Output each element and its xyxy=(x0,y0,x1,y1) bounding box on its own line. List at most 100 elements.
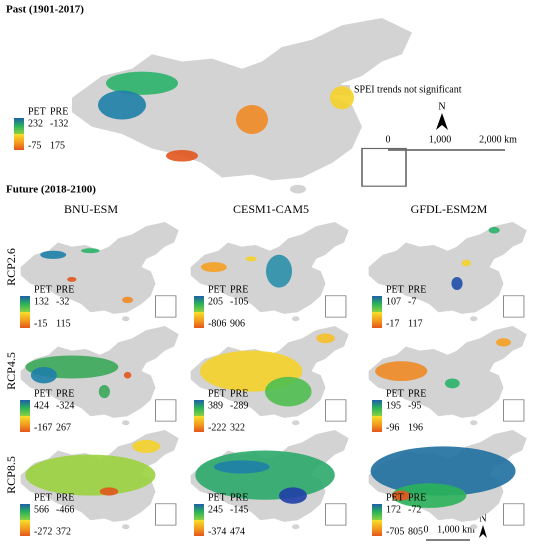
legend-value: 389 xyxy=(208,400,223,411)
legend-gradient xyxy=(194,312,204,328)
map xyxy=(72,18,412,194)
scale-label: 0 xyxy=(424,524,429,535)
legend-gradient xyxy=(194,504,204,520)
north-label: N xyxy=(438,101,445,112)
trend-region xyxy=(30,367,57,384)
scale-label: 0 xyxy=(386,134,391,145)
legend-gradient xyxy=(14,118,24,134)
hainan xyxy=(292,420,300,426)
legend-value: -289 xyxy=(230,400,248,411)
legend-value: 232 xyxy=(28,118,43,129)
legend-value: -17 xyxy=(386,318,399,329)
legend-gradient xyxy=(372,400,382,416)
legend-header: PET xyxy=(208,388,226,399)
hainan xyxy=(292,524,300,530)
legend-value: -167 xyxy=(34,422,52,433)
trend-region xyxy=(279,487,307,504)
hainan xyxy=(470,420,478,426)
inset-box xyxy=(503,503,525,526)
legend-value: 107 xyxy=(386,296,401,307)
trend-region xyxy=(132,439,161,453)
trend-region xyxy=(444,378,460,389)
hainan xyxy=(122,420,130,426)
legend-gradient xyxy=(20,296,30,312)
legend-value: -145 xyxy=(230,504,248,515)
legend-gradient xyxy=(372,312,382,328)
legend-value: -96 xyxy=(386,422,399,433)
legend-value: 267 xyxy=(56,422,71,433)
trend-region xyxy=(375,361,428,381)
legend-header: PET xyxy=(386,492,404,503)
legend-value: -7 xyxy=(408,296,416,307)
legend-header: PET xyxy=(34,388,52,399)
map xyxy=(190,222,349,322)
hainan xyxy=(122,524,130,530)
legend-value: -705 xyxy=(386,526,404,537)
legend-value: -324 xyxy=(56,400,74,411)
legend-value: -806 xyxy=(208,318,226,329)
legend-value: 474 xyxy=(230,526,245,537)
legend-gradient xyxy=(372,504,382,520)
legend-gradient xyxy=(20,520,30,536)
trend-region xyxy=(265,376,312,407)
legend-gradient xyxy=(20,400,30,416)
legend-gradient xyxy=(20,504,30,520)
trend-region xyxy=(451,276,463,291)
legend-gradient xyxy=(194,296,204,312)
map xyxy=(20,326,179,426)
north-arrow xyxy=(479,525,487,538)
trend-region xyxy=(488,226,500,234)
legend-value: 117 xyxy=(408,318,423,329)
trend-region xyxy=(99,487,119,496)
legend-value: 195 xyxy=(386,400,401,411)
legend-value: -222 xyxy=(208,422,226,433)
legend-value: -272 xyxy=(34,526,52,537)
inset-box xyxy=(325,503,347,526)
legend-header: PRE xyxy=(230,284,248,295)
past-title: Past (1901-2017) xyxy=(6,4,84,16)
legend-gradient xyxy=(372,296,382,312)
trend-region xyxy=(316,333,335,344)
legend-gradient xyxy=(194,520,204,536)
future-title: Future (2018-2100) xyxy=(6,184,96,196)
scale-label: 1,000 xyxy=(429,134,452,145)
legend-gradient xyxy=(194,416,204,432)
hainan xyxy=(292,316,300,322)
trend-region xyxy=(166,149,198,162)
legend-value: -32 xyxy=(56,296,69,307)
trend-region xyxy=(330,86,354,110)
trend-region xyxy=(461,259,471,267)
legend-value: -15 xyxy=(34,318,47,329)
legend-value: 196 xyxy=(408,422,423,433)
map xyxy=(20,430,179,530)
trend-region xyxy=(370,446,516,496)
legend-value: -105 xyxy=(230,296,248,307)
legend-value: 372 xyxy=(56,526,71,537)
trend-region xyxy=(200,262,227,273)
map xyxy=(368,326,527,426)
inset-box xyxy=(503,295,525,318)
trend-region xyxy=(40,250,67,259)
legend-header: PET xyxy=(28,106,46,117)
legend-header: PRE xyxy=(56,284,74,295)
legend-header: PRE xyxy=(56,388,74,399)
trend-region xyxy=(98,90,146,120)
legend-header: PRE xyxy=(408,388,426,399)
column-title: CESM1-CAM5 xyxy=(233,202,309,216)
legend-gradient xyxy=(20,416,30,432)
hainan xyxy=(470,316,478,322)
north-arrow xyxy=(436,113,448,130)
legend-header: PRE xyxy=(56,492,74,503)
map xyxy=(190,430,349,530)
hainan xyxy=(470,524,478,530)
legend-header: PRE xyxy=(50,106,68,117)
legend-header: PET xyxy=(386,388,404,399)
legend-header: PRE xyxy=(230,492,248,503)
row-title: RCP2.6 xyxy=(4,248,18,286)
trend-region xyxy=(496,338,511,347)
map xyxy=(20,222,179,322)
legend-value: 115 xyxy=(56,318,71,329)
hainan xyxy=(122,316,130,322)
trend-region xyxy=(245,256,257,262)
